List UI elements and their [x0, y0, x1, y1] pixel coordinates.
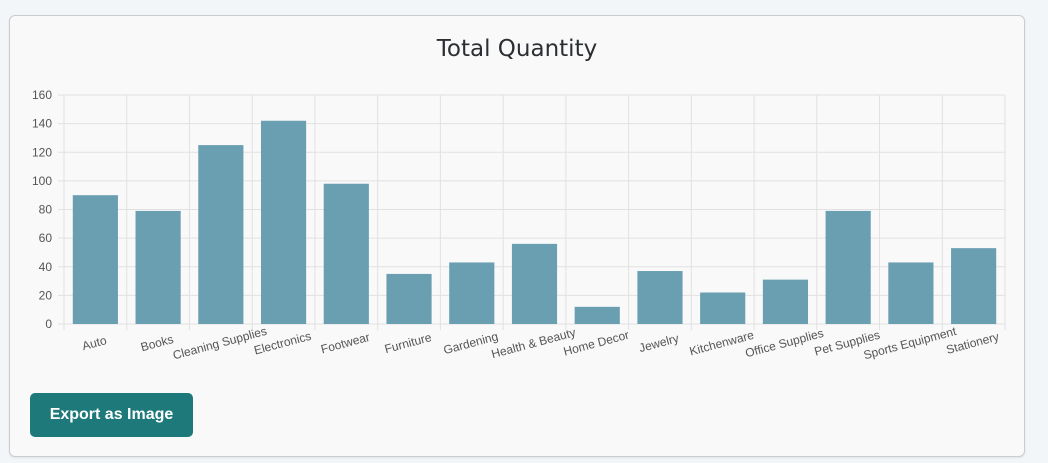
bar-office-supplies — [762, 279, 809, 324]
bar-home-decor — [574, 306, 620, 324]
bar-books — [135, 210, 181, 324]
y-tick-label: 80 — [39, 203, 53, 217]
x-tick-label: Furniture — [383, 330, 433, 356]
bar-stationery — [951, 248, 997, 324]
x-tick-label: Jewelry — [637, 331, 680, 355]
x-tick-label: Footwear — [319, 330, 371, 356]
export-image-button[interactable]: Export as Image — [30, 393, 193, 437]
y-tick-label: 120 — [32, 145, 52, 159]
bar-sports-equipment — [888, 262, 934, 324]
bar-pet-supplies — [825, 210, 871, 324]
bar-cleaning-supplies — [198, 145, 244, 324]
chart-title: Total Quantity — [436, 36, 598, 62]
y-tick-label: 60 — [39, 231, 53, 245]
bar-furniture — [386, 273, 432, 324]
bar-gardening — [449, 262, 495, 324]
x-tick-label: Office Supplies — [744, 326, 825, 360]
y-tick-label: 100 — [32, 174, 52, 188]
bar-auto — [72, 195, 118, 324]
chart-card: Total Quantity 0 20 40 60 80 100 120 140 160 Auto… — [9, 15, 1025, 457]
bar-footwear — [323, 183, 369, 324]
x-tick-label: Books — [139, 332, 175, 354]
y-tick-label: 20 — [39, 288, 53, 302]
bar-jewelry — [637, 271, 683, 324]
y-tick-label: 0 — [45, 317, 52, 331]
y-tick-label: 140 — [32, 117, 52, 131]
y-tick-label: 160 — [32, 88, 52, 102]
y-tick-label: 40 — [39, 260, 53, 274]
bar-kitchenware — [700, 292, 746, 324]
bar-health-beauty — [511, 243, 558, 324]
x-tick-label: Auto — [81, 333, 109, 353]
bar-electronics — [260, 120, 307, 324]
